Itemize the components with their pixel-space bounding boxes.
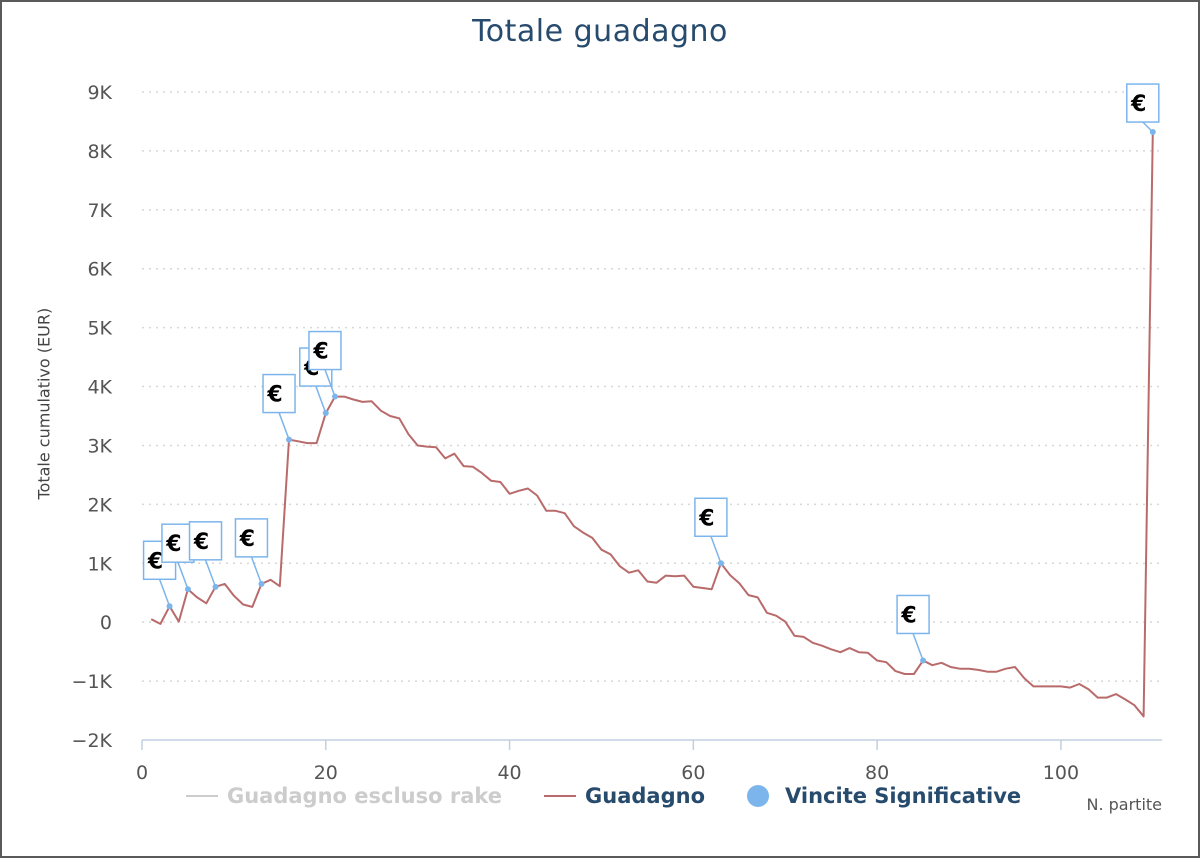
x-tick-label: 60 — [681, 762, 705, 784]
flag-box — [1126, 83, 1160, 123]
legend-label: Guadagno — [585, 784, 706, 808]
flag-box — [188, 521, 223, 561]
legend-line-icon — [186, 795, 218, 797]
flag-box — [308, 330, 342, 371]
y-tick-label: 9K — [87, 82, 112, 104]
flag-connector — [278, 412, 290, 440]
flag-point — [212, 583, 219, 590]
flag-point — [920, 657, 927, 664]
flag-box — [234, 518, 269, 558]
flag-label: € — [193, 530, 209, 555]
flag-connector — [177, 561, 189, 590]
y-axis-label: Totale cumulativo (EUR) — [34, 307, 54, 500]
flag-label: € — [165, 532, 181, 557]
legend-line-icon — [544, 795, 577, 797]
x-tick-label: 0 — [136, 762, 148, 784]
flag-markers: €€€€€€€€€€ — [142, 83, 1160, 664]
flag-marker: € — [234, 518, 269, 587]
flag-box — [694, 497, 728, 538]
flag-marker: € — [694, 497, 728, 567]
chart-title: Totale guadagno — [472, 14, 728, 49]
flag-marker: € — [308, 330, 342, 400]
legend-item-guadagno-escluso-rake[interactable]: Guadagno escluso rake — [186, 784, 502, 808]
y-axis-ticks: −2K −1K 0 1K 2K 3K 4K 5K 6K 7K 8K 9K — [72, 82, 113, 752]
flag-point — [717, 560, 724, 567]
flag-marker: € — [161, 523, 195, 593]
flag-point — [258, 580, 265, 587]
y-tick-label: 8K — [87, 141, 112, 163]
flag-point — [166, 603, 173, 610]
flag-point — [184, 586, 191, 593]
y-tick-label: −2K — [72, 730, 113, 752]
legend-item-vincite-significative[interactable]: Vincite Significative — [747, 784, 1021, 808]
series-lines — [150, 132, 1154, 718]
y-tick-label: 6K — [87, 259, 112, 281]
series-line-guadagno — [150, 132, 1154, 718]
flag-label: € — [312, 340, 328, 365]
flag-point — [322, 410, 329, 417]
flag-label: € — [900, 603, 916, 628]
x-tick-label: 100 — [1043, 762, 1079, 784]
flag-connector — [710, 536, 722, 564]
flag-label: € — [239, 527, 255, 552]
y-tick-label: 4K — [87, 377, 112, 399]
flag-label: € — [1130, 92, 1146, 117]
y-tick-label: −1K — [72, 671, 113, 693]
flag-box — [161, 523, 195, 563]
x-tick-label: 20 — [314, 762, 338, 784]
legend-label: Vincite Significative — [785, 784, 1022, 808]
x-axis: 0 20 40 60 80 100 — [136, 739, 1162, 784]
flag-marker: € — [1126, 83, 1160, 136]
flag-marker: € — [896, 594, 930, 664]
flag-box — [262, 373, 296, 414]
flag-connector — [315, 385, 327, 414]
flag-point — [331, 393, 338, 400]
flag-connector — [250, 556, 263, 585]
x-tick-label: 40 — [497, 762, 521, 784]
legend: Guadagno escluso rake Guadagno Vincite S… — [186, 784, 1063, 808]
flag-connector — [912, 633, 924, 661]
y-tick-label: 0 — [100, 612, 112, 634]
flag-marker: € — [262, 373, 296, 443]
flag-box — [896, 594, 930, 635]
flag-connector — [324, 369, 336, 397]
legend-dot-icon — [747, 785, 770, 807]
y-tick-label: 5K — [87, 318, 112, 340]
flag-connector — [158, 579, 171, 607]
flag-label: € — [698, 506, 714, 531]
legend-item-guadagno[interactable]: Guadagno — [544, 784, 705, 808]
flag-point — [1149, 129, 1156, 136]
y-tick-label: 1K — [87, 553, 112, 575]
y-tick-label: 2K — [87, 494, 112, 516]
flag-label: € — [147, 549, 163, 574]
flag-marker: € — [188, 521, 223, 590]
x-axis-label: N. partite — [1086, 795, 1162, 814]
y-tick-label: 7K — [87, 200, 112, 222]
x-tick-label: 80 — [865, 762, 889, 784]
y-tick-label: 3K — [87, 435, 112, 457]
flag-point — [286, 436, 293, 443]
flag-label: € — [266, 383, 282, 408]
flag-connector — [204, 559, 217, 588]
legend-label: Guadagno escluso rake — [227, 784, 503, 808]
